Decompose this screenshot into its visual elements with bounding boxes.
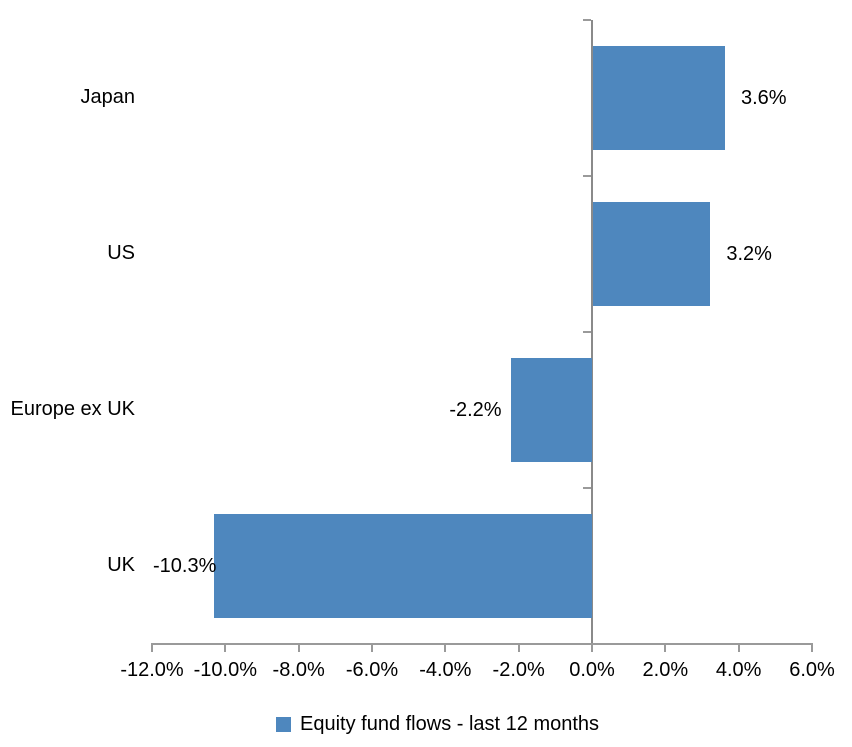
value-label: -10.3% [153,555,217,577]
x-axis-tick [444,644,447,652]
x-tick-label: 6.0% [789,659,835,681]
value-label: 3.6% [741,87,787,109]
value-label: 3.2% [726,243,772,265]
x-tick-label: 2.0% [642,659,689,681]
x-tick-label: -8.0% [272,659,325,681]
zero-axis-line [591,20,593,644]
x-axis-tick [811,644,813,652]
legend: Equity fund flows - last 12 months [276,711,599,737]
category-label: Japan [80,86,136,108]
x-tick-label: -6.0% [345,659,399,681]
legend-series-swatch [276,716,291,732]
category-boundary-tick [583,331,591,333]
x-tick-label: -2.0% [492,659,545,681]
x-axis-line [151,643,813,645]
x-axis-tick [224,644,227,652]
value-label: -2.2% [449,399,502,421]
x-axis-tick [737,644,740,652]
x-tick-label: -12.0% [120,659,184,681]
bar-uk [214,514,592,618]
x-tick-label: 0.0% [569,659,615,681]
bar-europe-ex-uk [511,358,592,462]
x-tick-label: 4.0% [715,659,762,681]
bar-us [593,202,711,306]
x-axis-tick [371,644,373,652]
category-boundary-tick [583,175,591,177]
x-tick-label: -10.0% [193,659,258,681]
x-axis-tick [297,644,300,652]
category-label: Europe ex UK [10,398,135,420]
category-label: UK [107,554,135,576]
x-axis-tick [517,644,520,652]
x-axis-tick [151,644,153,652]
category-boundary-tick [583,487,591,489]
x-tick-label: -4.0% [419,659,472,681]
x-axis-tick [591,644,593,652]
legend-series-label: Equity fund flows - last 12 months [300,713,600,735]
category-boundary-tick [583,19,591,21]
x-axis-tick [664,644,667,652]
bar-japan [593,46,725,150]
category-label: US [107,242,135,264]
